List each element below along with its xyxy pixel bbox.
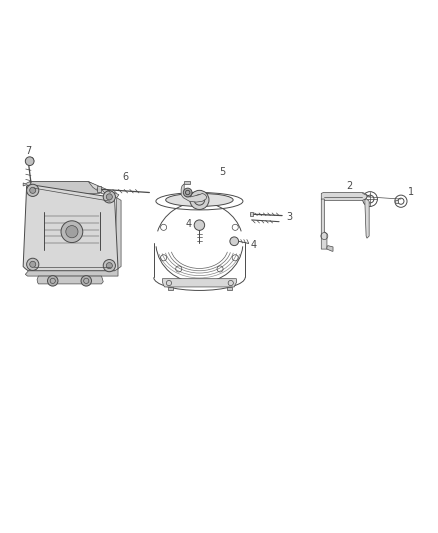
- Circle shape: [47, 276, 58, 286]
- Circle shape: [106, 194, 113, 200]
- Circle shape: [184, 188, 192, 197]
- Polygon shape: [184, 181, 190, 184]
- Polygon shape: [251, 212, 253, 216]
- Text: 5: 5: [219, 167, 226, 177]
- Circle shape: [27, 184, 39, 197]
- Polygon shape: [395, 200, 398, 203]
- Ellipse shape: [44, 240, 100, 260]
- Circle shape: [103, 191, 116, 203]
- Circle shape: [30, 261, 36, 268]
- Polygon shape: [115, 198, 121, 269]
- Polygon shape: [227, 287, 232, 290]
- Polygon shape: [168, 287, 173, 290]
- Polygon shape: [25, 269, 118, 276]
- Text: 2: 2: [346, 181, 353, 191]
- Text: 7: 7: [25, 146, 32, 156]
- Circle shape: [106, 263, 113, 269]
- Ellipse shape: [44, 203, 100, 222]
- Text: 1: 1: [408, 187, 414, 197]
- Polygon shape: [321, 192, 367, 200]
- Polygon shape: [321, 199, 327, 249]
- Circle shape: [30, 187, 36, 193]
- Polygon shape: [37, 276, 103, 284]
- Polygon shape: [23, 184, 118, 271]
- Circle shape: [230, 237, 239, 246]
- Circle shape: [81, 276, 92, 286]
- Circle shape: [61, 221, 83, 243]
- Polygon shape: [30, 182, 104, 193]
- Polygon shape: [181, 184, 207, 202]
- Polygon shape: [23, 182, 93, 187]
- Circle shape: [66, 225, 78, 238]
- Polygon shape: [365, 199, 369, 238]
- Polygon shape: [97, 187, 101, 192]
- Polygon shape: [162, 279, 237, 287]
- Circle shape: [103, 260, 116, 272]
- Polygon shape: [88, 182, 119, 198]
- Text: 4: 4: [186, 219, 192, 229]
- Text: 6: 6: [122, 172, 128, 182]
- Circle shape: [25, 157, 34, 166]
- Polygon shape: [327, 246, 333, 251]
- Text: 3: 3: [286, 212, 293, 222]
- Circle shape: [194, 220, 205, 230]
- Ellipse shape: [166, 193, 233, 206]
- Polygon shape: [26, 158, 34, 163]
- Circle shape: [27, 258, 39, 270]
- Text: 4: 4: [251, 240, 257, 250]
- Circle shape: [190, 190, 209, 209]
